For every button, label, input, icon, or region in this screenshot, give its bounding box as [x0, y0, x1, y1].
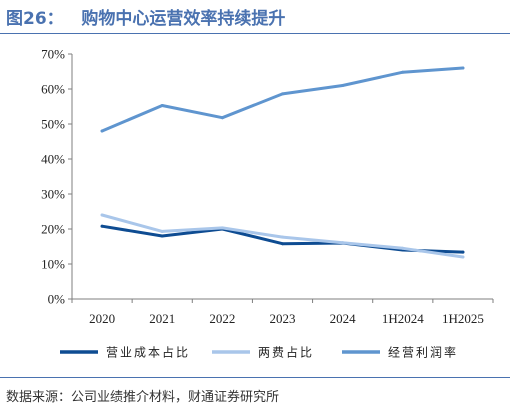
data-point: [401, 70, 405, 74]
y-tick-label: 70%: [41, 47, 65, 62]
x-axis: 2020 2021 2022 2023 2024 1H2024 1H2025: [71, 298, 494, 326]
series-line-3: [100, 66, 465, 133]
data-point: [281, 242, 284, 246]
data-point: [281, 92, 284, 96]
data-point: [461, 250, 465, 254]
y-axis: 0% 10% 20% 30% 40% 50% 60% 70%: [41, 47, 73, 307]
title-divider: [0, 33, 510, 34]
y-tick-label: 20%: [41, 222, 65, 237]
data-point: [281, 235, 284, 239]
data-point: [160, 234, 164, 238]
data-point: [100, 224, 104, 228]
source-note: 数据来源：公司业绩推介材料，财通证券研究所: [6, 390, 280, 405]
x-tick-label: 2021: [149, 311, 175, 326]
data-point: [160, 103, 164, 107]
data-point: [461, 66, 465, 70]
x-tick-label: 2022: [209, 311, 235, 326]
legend-label-3: 经营利润率: [388, 345, 458, 360]
y-tick-label: 60%: [41, 82, 65, 97]
data-point: [341, 241, 345, 245]
legend: 营业成本占比 两费占比 经营利润率: [60, 345, 458, 360]
data-point: [100, 129, 104, 133]
line-chart: 0% 10% 20% 30% 40% 50% 60% 70% 2020 2021 2022 2023…: [41, 47, 494, 360]
y-tick-label: 40%: [41, 152, 65, 167]
y-tick-label: 50%: [41, 117, 65, 132]
data-point: [461, 255, 465, 259]
x-tick-label: 2024: [330, 311, 357, 326]
y-tick-label: 30%: [41, 187, 65, 202]
x-tick-label: 2023: [270, 311, 296, 326]
data-point: [220, 226, 224, 230]
data-point: [341, 84, 345, 87]
data-point: [100, 213, 104, 217]
x-tick-label: 1H2025: [442, 311, 484, 326]
data-point: [401, 246, 405, 250]
figure-title: 图26： 购物中心运营效率持续提升: [6, 9, 286, 29]
data-point: [160, 229, 164, 233]
y-tick-label: 0%: [48, 292, 66, 307]
legend-label-2: 两费占比: [258, 345, 314, 360]
x-tick-label: 2020: [89, 311, 115, 326]
footer-divider: [0, 377, 510, 378]
x-tick-label: 1H2024: [382, 311, 424, 326]
y-tick-label: 10%: [41, 257, 65, 272]
series-layer: [100, 66, 465, 259]
data-point: [220, 116, 224, 120]
legend-label-1: 营业成本占比: [106, 345, 190, 360]
